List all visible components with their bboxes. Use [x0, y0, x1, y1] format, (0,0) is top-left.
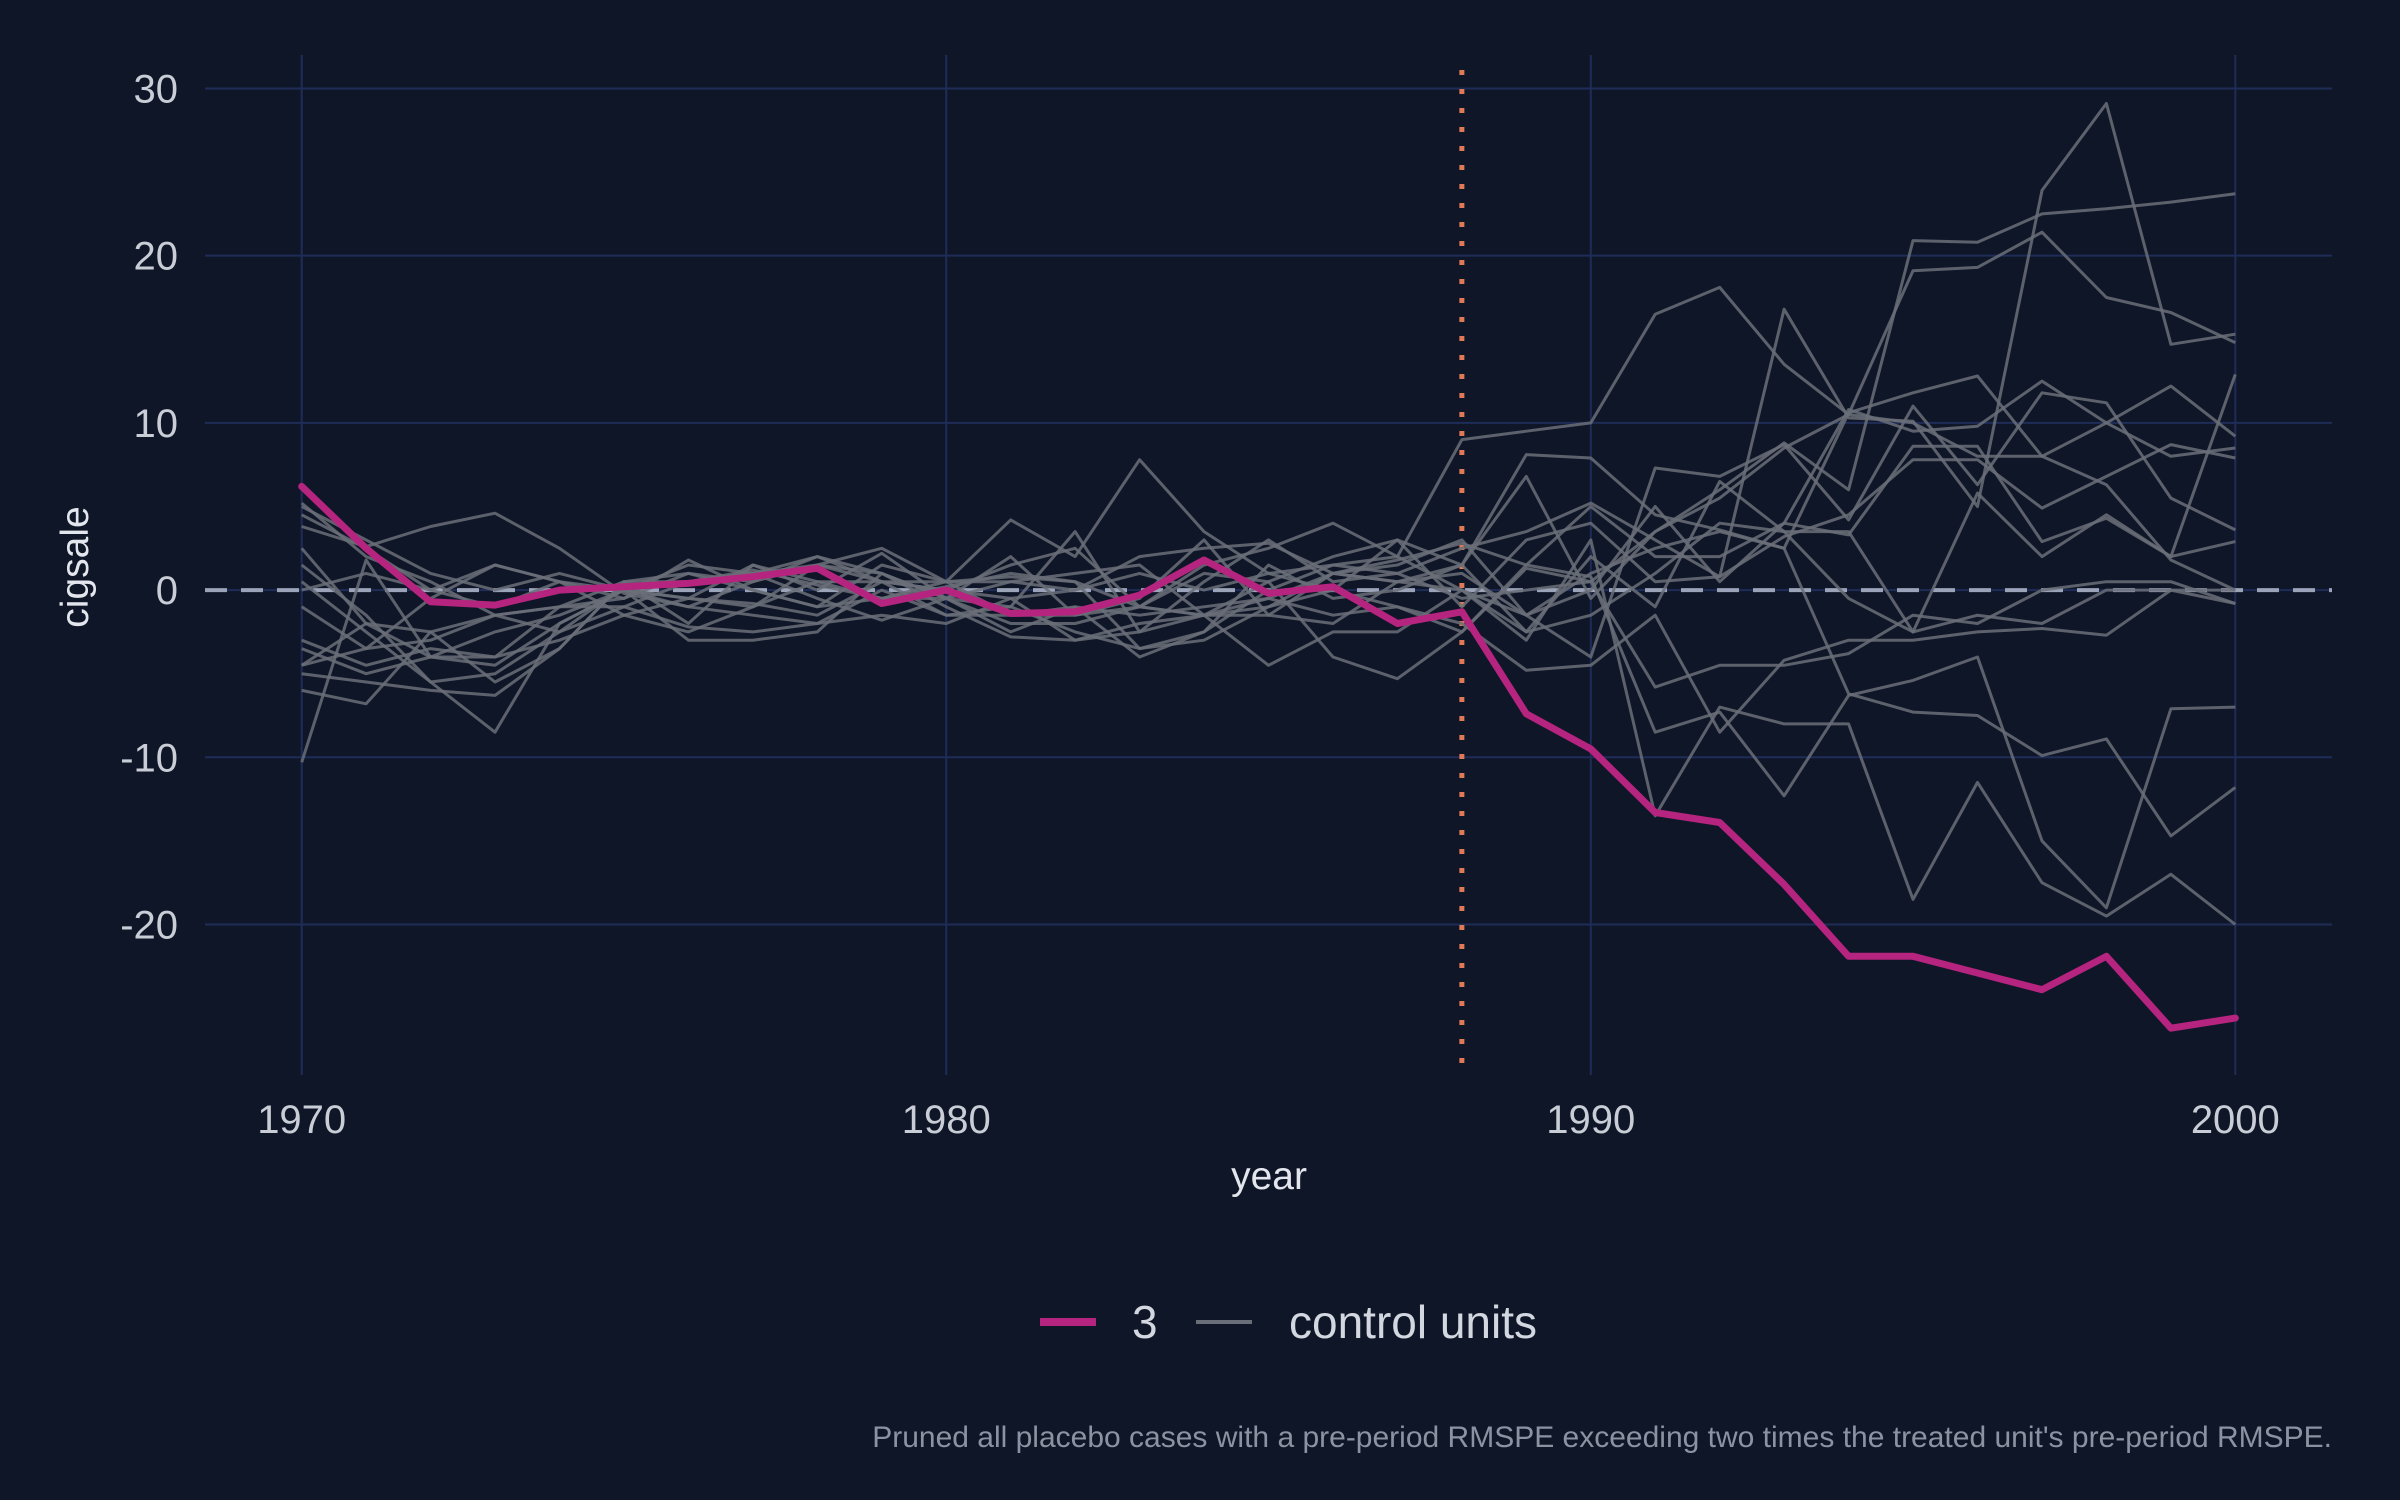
y-tick-label: 20	[134, 235, 179, 279]
x-tick-label: 2000	[2191, 1098, 2280, 1142]
y-tick-label: 30	[134, 67, 179, 111]
y-axis-title: cigsale	[54, 506, 97, 627]
control-lines	[300, 102, 2237, 926]
y-tick-label: 10	[134, 402, 179, 446]
legend: 3 control units	[1040, 1296, 1537, 1348]
caption: Pruned all placebo cases with a pre-peri…	[872, 1421, 2332, 1454]
legend-label-treated: 3	[1132, 1296, 1158, 1348]
y-tick-label: -10	[120, 736, 178, 780]
y-tick-label: 0	[156, 569, 178, 613]
y-axis-ticks: 30 20 10 0 -10 -20	[120, 67, 178, 947]
control-unit-line	[300, 563, 2236, 734]
x-axis-title: year	[1231, 1155, 1307, 1198]
treated-line-group	[298, 482, 2239, 1032]
x-tick-label: 1980	[902, 1098, 991, 1142]
x-tick-label: 1970	[257, 1098, 346, 1142]
control-unit-line	[300, 530, 2237, 838]
x-axis-ticks: 1970 1980 1990 2000	[257, 1098, 2280, 1142]
y-tick-label: -20	[120, 904, 178, 948]
x-tick-label: 1990	[1546, 1098, 1635, 1142]
legend-label-control: control units	[1289, 1296, 1537, 1348]
treated-unit-line	[298, 482, 2239, 1032]
control-unit-line	[301, 391, 2236, 659]
